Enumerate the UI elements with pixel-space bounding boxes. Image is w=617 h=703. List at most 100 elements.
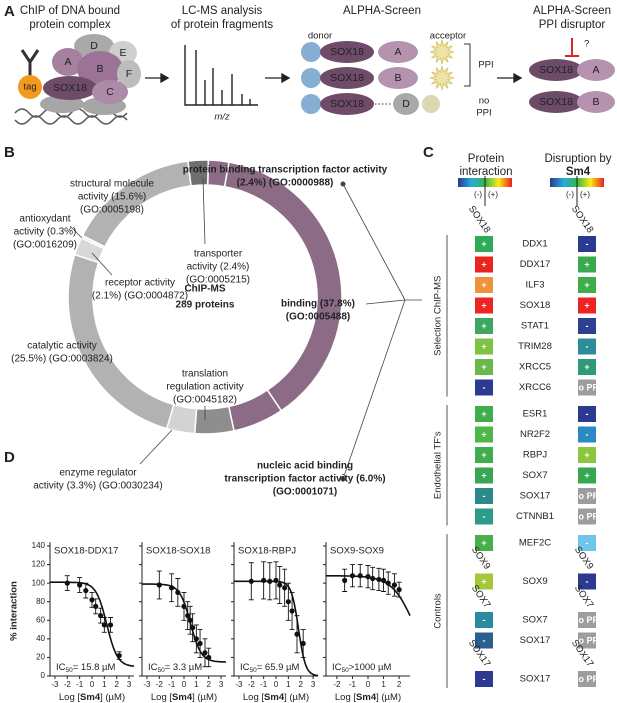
x-label-part: Sm4 [264,692,285,703]
y-tick-label: 140 [32,541,46,550]
x-tick-label: -2 [64,680,72,689]
x-label-part: ] (µM) [192,692,217,703]
data-point [156,582,162,588]
protein [378,41,418,63]
acceptor-bead [429,39,455,65]
data-point [277,582,283,588]
protein [52,48,84,76]
tag [18,75,42,99]
cell-label: - [586,239,589,249]
data-point [89,597,95,603]
cell-label: + [481,341,486,351]
row-label: SOX18 [520,300,551,311]
group-label: Selection ChIP-MS [433,276,444,356]
heat-cell [578,671,596,687]
protein [393,93,419,115]
heat-cell [475,277,493,293]
segment-label: (GO:0016209) [13,240,77,251]
heat-cell [578,318,596,334]
heat-cell [578,236,596,252]
protein [43,76,97,100]
row-label: XRCC5 [519,362,551,373]
ic50-text: IC [240,662,250,673]
segment-label: transcription factor activity (6.0%) [224,474,385,485]
data-point [294,631,300,637]
ic50-sub: 50 [342,667,350,674]
protein [117,60,141,88]
data-point [385,580,391,586]
bracket [464,43,471,87]
data-point [93,603,99,609]
row-label: SOX7 [522,470,547,481]
column-title: Disruption by [544,153,611,165]
plot-title: SOX18-RBPJ [238,546,296,557]
data-point [190,625,196,631]
step-title: LC-MS analysis [182,5,263,17]
x-label-part: ] (µM) [100,692,125,703]
heat-cell [578,535,596,551]
leader-line [91,252,113,276]
data-point [101,622,107,628]
donut-segment [193,405,235,435]
cell-label: + [584,470,589,480]
connector-dot [340,476,346,482]
column-title: interaction [459,166,512,178]
x-tick-label: 3 [127,680,132,689]
cell-label: - [586,341,589,351]
y-axis-label: % interaction [9,581,20,641]
cell-label: no PPI [573,615,601,625]
segment-label: translation [182,369,228,380]
protein-label: B [394,72,401,84]
bead-label: acceptor [430,31,466,42]
cell-label: - [483,491,486,501]
heat-cell [578,256,596,273]
data-point [285,599,291,605]
data-point [261,577,267,583]
heat-cell [475,359,493,375]
bead-label: donor [308,31,332,42]
data-point [300,640,306,647]
column-title: Sm4 [566,166,591,178]
segment-label: catalytic activity [27,341,96,352]
segment-label: (GO:0005215) [186,275,250,286]
protein [378,67,418,89]
x-tick-label: 1 [194,680,199,689]
y-tick-label: 60 [36,615,45,624]
row-label: CTNNB1 [516,511,554,522]
x-label-part: Log [ [335,692,356,703]
heat-cell [578,447,596,463]
ic50-label: IC50= 65.9 µM [240,662,300,674]
segment-label: (GO:0001071) [273,487,337,498]
row-label: DDX17 [520,259,551,270]
cell-label: no PPI [573,491,601,501]
heat-cell [475,632,493,649]
data-point [181,603,187,609]
cell-label: - [483,635,486,645]
group-label: Controls [433,593,444,629]
protein [529,91,583,113]
cell-label: + [481,259,486,269]
cell-label: + [481,239,486,249]
data-point [267,578,273,584]
protein [320,67,374,89]
row-label: SOX7 [522,615,547,626]
segment-label: activity (0.3%) [14,227,77,238]
cell-label: + [481,450,486,460]
heat-cell [578,612,596,628]
ic50-label: IC50= 15.8 µM [56,662,116,674]
data-point [391,582,398,588]
cell-label: + [481,409,486,419]
data-point [396,587,402,593]
x-tick-label: -3 [51,680,59,689]
x-tick-label: 1 [102,680,107,689]
cell-label: - [483,382,486,392]
data-point [193,636,199,642]
y-tick-label: 40 [36,634,45,643]
cell-label: + [584,450,589,460]
protein-label: F [126,68,132,80]
x-tick-label: 3 [219,680,224,689]
ic50-sub: 50 [250,667,258,674]
data-point [365,574,371,580]
y-tick-label: 80 [36,597,45,606]
cell-label: - [483,674,486,684]
